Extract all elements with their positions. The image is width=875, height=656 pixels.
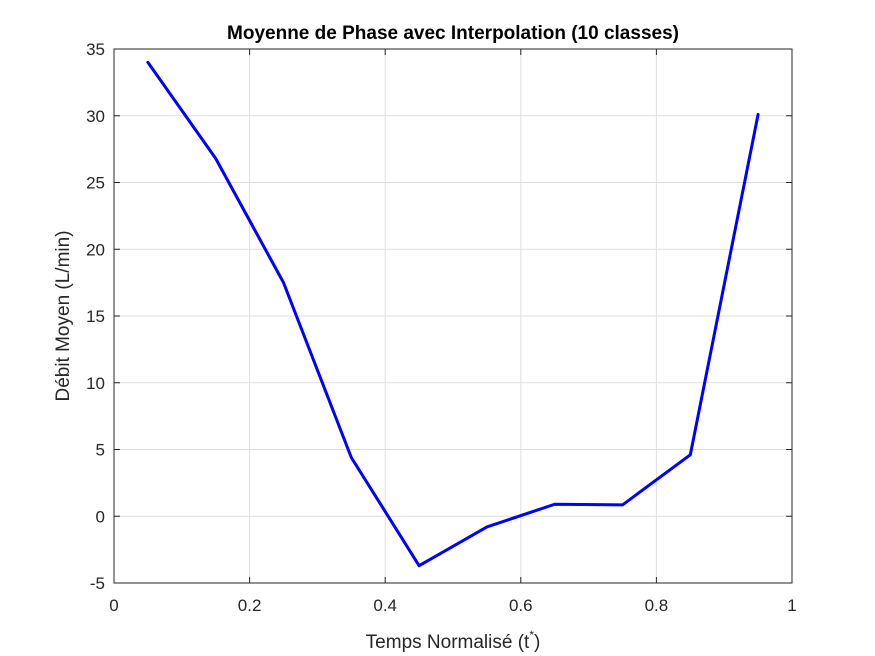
x-tick-labels: 0 0.2 0.4 0.6 0.8 1	[109, 596, 796, 615]
x-tick-label: 0.8	[645, 596, 669, 615]
x-tick-label: 0.6	[509, 596, 533, 615]
y-tick-label: 0	[96, 507, 105, 526]
y-tick-label: -5	[90, 574, 105, 593]
x-axis-label-main: Temps Normalisé (t	[366, 632, 530, 653]
y-tick-label: 10	[86, 374, 105, 393]
y-axis-label: Débit Moyen (L/min)	[53, 230, 74, 401]
x-tick-label: 1	[787, 596, 796, 615]
x-axis-label: Temps Normalisé (t*)	[366, 628, 541, 653]
x-axis-label-suffix: )	[534, 632, 540, 653]
series-layer	[146, 60, 760, 568]
y-tick-labels: -5 0 5 10 15 20 25 30 35	[86, 40, 105, 593]
x-tick-label: 0.4	[373, 596, 397, 615]
x-axis-label-superscript: *	[529, 628, 534, 642]
y-tick-label: 25	[86, 174, 105, 193]
y-tick-label: 20	[86, 240, 105, 259]
y-tick-label: 15	[86, 307, 105, 326]
x-tick-label: 0	[109, 596, 118, 615]
series-line	[146, 60, 760, 568]
chart-title: Moyenne de Phase avec Interpolation (10 …	[227, 23, 679, 44]
y-tick-label: 30	[86, 107, 105, 126]
y-tick-label: 35	[86, 40, 105, 59]
axis-ticks	[113, 48, 793, 584]
x-tick-label: 0.2	[238, 596, 262, 615]
y-tick-label: 5	[96, 441, 105, 460]
